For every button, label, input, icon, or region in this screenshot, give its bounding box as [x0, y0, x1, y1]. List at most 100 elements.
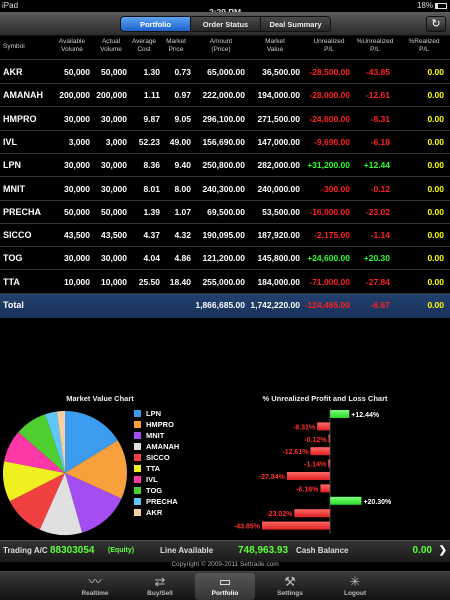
table-row[interactable]: PRECHA 50,000 50,000 1.39 1.07 69,500.00 53,50… — [0, 201, 450, 224]
legend-label: LPN — [146, 409, 161, 418]
cell-pct-realized: 0.00 — [427, 113, 444, 124]
cell-pct-unrealized: -0.12 — [370, 183, 390, 194]
refresh-icon: ↻ — [431, 18, 441, 30]
cash-balance-value: 0.00 — [412, 545, 432, 556]
total-label: Total — [3, 300, 24, 310]
tab-realtime[interactable]: 〰 Realtime — [65, 573, 125, 600]
legend-label: TOG — [146, 486, 163, 495]
table-row[interactable]: MNIT 30,000 30,000 8.01 8.00 240,300.00 240,00… — [0, 178, 450, 201]
cell-available-volume: 30,000 — [64, 113, 90, 124]
tab-logout[interactable]: ✳ Logout — [325, 573, 385, 600]
pie-slice-lpn — [65, 411, 118, 473]
cell-average-cost: 52.23 — [138, 136, 160, 147]
charts-area: Market Value Chart % Unrealized Profit a… — [0, 388, 450, 538]
battery-icon — [435, 2, 447, 9]
trading-account-number[interactable]: 88303054 — [50, 545, 95, 556]
bar-label: -12.61% — [282, 449, 309, 456]
pl-chart-title: % Unrealized Profit and Loss Chart — [262, 394, 388, 403]
cell-pct-unrealized: -6.18 — [370, 136, 390, 147]
cell-pct-realized: 0.00 — [427, 206, 444, 217]
cell-actual-volume: 200,000 — [96, 90, 127, 101]
cell-pct-realized: 0.00 — [427, 183, 444, 194]
segment-order-status[interactable]: Order Status — [191, 17, 261, 31]
bar-label: -23.02% — [266, 511, 293, 518]
logout-icon: ✳ — [349, 574, 361, 589]
cell-symbol: TOG — [3, 253, 23, 264]
table-row[interactable]: TOG 30,000 30,000 4.04 4.86 121,200.00 145,800… — [0, 247, 450, 271]
bar-label: -1.14% — [304, 462, 327, 469]
total-pct-unrealized: -6.67 — [370, 300, 390, 310]
legend-label: TTA — [146, 464, 161, 473]
legend-swatch — [134, 487, 141, 494]
cell-amount: 250,800.00 — [202, 160, 245, 171]
cell-amount: 296,100.00 — [202, 113, 245, 124]
cell-amount: 65,000.00 — [207, 67, 245, 77]
cell-available-volume: 10,000 — [64, 276, 90, 287]
pl-bar-chart: +12.44% -8.31% -0.12% -12.61% -1.14% -27.84% -… — [234, 408, 392, 534]
col-available: Available Volume — [58, 38, 86, 53]
cell-unrealized-pl: -71,000.00 — [309, 276, 350, 287]
bar-label: -6.18% — [296, 486, 319, 493]
cell-market-value: 240,000.00 — [257, 183, 300, 194]
cell-market-value: 184,000.00 — [257, 276, 300, 287]
cell-pct-realized: 0.00 — [427, 90, 444, 101]
cell-market-price: 0.97 — [174, 90, 191, 101]
folder-icon: ▭ — [218, 574, 232, 589]
legend-label: IVL — [146, 475, 158, 484]
next-chevron-icon[interactable]: ❯ — [438, 545, 447, 556]
pie-slice-akr — [56, 411, 65, 473]
col-average: Average Cost — [131, 38, 157, 53]
bar-tta — [286, 472, 330, 480]
legend-label: AKR — [146, 508, 163, 517]
bar-tog — [330, 496, 362, 505]
refresh-button[interactable]: ↻ — [426, 16, 446, 32]
cell-market-price: 9.05 — [174, 113, 191, 124]
cell-available-volume: 50,000 — [64, 67, 90, 77]
total-unrealized-pl: -124,465.00 — [304, 300, 350, 310]
cell-market-value: 282,000.00 — [257, 160, 300, 171]
cell-market-price: 1.07 — [174, 206, 191, 217]
legend-label: MNIT — [146, 431, 165, 440]
cell-actual-volume: 43,500 — [101, 230, 127, 241]
cell-pct-unrealized: -23.02 — [365, 206, 390, 217]
table-row[interactable]: IVL 3,000 3,000 52.23 49.00 156,690.00 147,000… — [0, 131, 450, 154]
cell-unrealized-pl: +24,600.00 — [307, 253, 350, 264]
bar-label: -43.85% — [234, 524, 261, 531]
cell-average-cost: 9.87 — [143, 113, 160, 124]
legend-item: TTA — [134, 463, 179, 474]
cell-market-value: 147,000.00 — [257, 136, 300, 147]
cell-available-volume: 50,000 — [64, 206, 90, 217]
device-label: iPad — [2, 1, 19, 10]
bar-mnit — [328, 434, 330, 443]
legend-item: MNIT — [134, 430, 179, 441]
cell-pct-unrealized: -8.31 — [370, 113, 390, 124]
cell-market-value: 145,800.00 — [257, 253, 300, 264]
cell-unrealized-pl: +31,200.00 — [307, 160, 350, 171]
cell-actual-volume: 50,000 — [101, 206, 127, 217]
cell-symbol: HMPRO — [3, 113, 37, 124]
tab-portfolio[interactable]: ▭ Portfolio — [195, 573, 255, 600]
table-row[interactable]: AKR 50,000 50,000 1.30 0.73 65,000.00 36,500.0… — [0, 61, 450, 84]
total-row: Total 1,866,685.00 1,742,220.00 -124,465… — [0, 294, 450, 318]
col-market-price: Market Price — [166, 38, 186, 53]
cell-market-value: 36,500.00 — [262, 67, 300, 77]
col-market-value: Market Value — [265, 38, 285, 53]
legend-item: AKR — [134, 507, 179, 518]
table-row[interactable]: TTA 10,000 10,000 25.50 18.40 255,000.00 184,0… — [0, 271, 450, 294]
tab-buy-sell[interactable]: ⇄ Buy/Sell — [130, 573, 190, 600]
cell-unrealized-pl: -9,690.00 — [314, 136, 350, 147]
table-row[interactable]: AMANAH 200,000 200,000 1.11 0.97 222,000.00 19… — [0, 84, 450, 108]
table-row[interactable]: SICCO 43,500 43,500 4.37 4.32 190,095.00 187,9… — [0, 224, 450, 248]
tab-settings[interactable]: ⚒ Settings — [260, 573, 320, 600]
segment-portfolio[interactable]: Portfolio — [121, 17, 191, 31]
table-row[interactable]: HMPRO 30,000 30,000 9.87 9.05 296,100.00 271,5… — [0, 108, 450, 131]
cell-unrealized-pl: -28,000.00 — [309, 90, 350, 101]
bar-akr — [262, 521, 330, 530]
pie-slice-precha — [45, 411, 65, 473]
legend-item: LPN — [134, 408, 179, 419]
cell-symbol: TTA — [3, 276, 20, 287]
table-row[interactable]: LPN 30,000 30,000 8.36 9.40 250,800.00 282,000… — [0, 154, 450, 178]
segment-deal-summary[interactable]: Deal Summary — [261, 17, 330, 31]
legend-swatch — [134, 476, 141, 483]
cell-market-price: 4.32 — [174, 230, 191, 241]
